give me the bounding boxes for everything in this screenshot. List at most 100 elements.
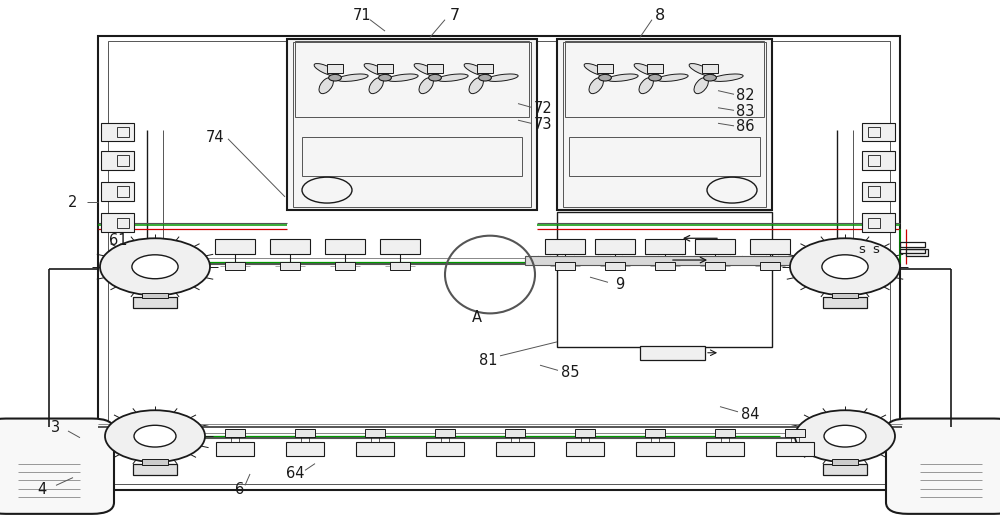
Bar [595, 239, 635, 254]
Bar [555, 262, 575, 270]
Text: 3: 3 [50, 420, 60, 435]
Bar [380, 239, 420, 254]
Bar [705, 262, 725, 270]
Ellipse shape [712, 74, 743, 81]
Text: 6: 6 [235, 482, 245, 497]
Text: s: s [873, 242, 879, 256]
Bar [557, 39, 772, 210]
Bar [581, 437, 589, 442]
Ellipse shape [589, 78, 603, 94]
Bar [427, 64, 443, 73]
Bar [597, 64, 613, 73]
Bar [117, 186, 129, 197]
Circle shape [105, 410, 205, 462]
Bar [101, 213, 134, 232]
Bar [435, 429, 455, 437]
Ellipse shape [464, 64, 488, 76]
Bar [862, 213, 895, 232]
Bar [117, 155, 129, 166]
Ellipse shape [657, 74, 688, 81]
Text: 71: 71 [353, 8, 371, 23]
Bar [655, 262, 675, 270]
Bar [557, 212, 772, 347]
Bar [868, 127, 880, 137]
Bar [231, 437, 239, 442]
Bar [563, 42, 766, 207]
Bar [215, 239, 255, 254]
Circle shape [132, 255, 178, 279]
Bar [505, 429, 525, 437]
Ellipse shape [387, 74, 418, 81]
Circle shape [599, 75, 611, 81]
Bar [868, 218, 880, 228]
Bar [785, 429, 805, 437]
Bar [721, 437, 729, 442]
Ellipse shape [607, 74, 638, 81]
Bar [295, 429, 315, 437]
Bar [906, 249, 928, 256]
Text: 82: 82 [736, 89, 754, 103]
Text: 8: 8 [655, 8, 665, 23]
Bar [862, 151, 895, 170]
Bar [377, 64, 393, 73]
Ellipse shape [634, 64, 658, 76]
Bar [702, 64, 718, 73]
Bar [117, 127, 129, 137]
Bar [426, 442, 464, 456]
Bar [101, 123, 134, 141]
Circle shape [100, 238, 210, 295]
Bar [636, 442, 674, 456]
Bar [371, 437, 379, 442]
Bar [776, 442, 814, 456]
Ellipse shape [414, 64, 438, 76]
Bar [286, 442, 324, 456]
Bar [365, 429, 385, 437]
Bar [477, 64, 493, 73]
Circle shape [649, 75, 661, 81]
Text: 86: 86 [736, 120, 754, 134]
Ellipse shape [694, 78, 708, 94]
Bar [545, 239, 585, 254]
Circle shape [790, 238, 900, 295]
Bar [569, 137, 760, 176]
Text: 2: 2 [68, 195, 78, 209]
Bar [862, 123, 895, 141]
Bar [566, 442, 604, 456]
Bar [133, 297, 177, 308]
Circle shape [379, 75, 391, 81]
Bar [101, 182, 134, 201]
Text: 83: 83 [736, 104, 754, 119]
Bar [270, 239, 310, 254]
Circle shape [134, 425, 176, 447]
Bar [695, 239, 735, 254]
Ellipse shape [487, 74, 518, 81]
Ellipse shape [689, 64, 713, 76]
Bar [301, 437, 309, 442]
Bar [645, 429, 665, 437]
Ellipse shape [639, 78, 653, 94]
Bar [525, 256, 810, 265]
Bar [133, 464, 177, 475]
Bar [645, 239, 685, 254]
Ellipse shape [319, 78, 333, 94]
Ellipse shape [584, 64, 608, 76]
Bar [225, 429, 245, 437]
Bar [750, 239, 790, 254]
Bar [900, 242, 925, 247]
Bar [327, 64, 343, 73]
Bar [862, 182, 895, 201]
Bar [651, 437, 659, 442]
Bar [101, 151, 134, 170]
Text: 61: 61 [109, 234, 127, 248]
Bar [868, 186, 880, 197]
Text: 74: 74 [206, 130, 224, 145]
Ellipse shape [437, 74, 468, 81]
FancyBboxPatch shape [0, 419, 114, 514]
Bar [142, 459, 168, 465]
Bar [706, 442, 744, 456]
Circle shape [824, 425, 866, 447]
Text: 72: 72 [534, 102, 552, 116]
Bar [280, 262, 300, 270]
Bar [302, 137, 522, 176]
Bar [575, 429, 595, 437]
